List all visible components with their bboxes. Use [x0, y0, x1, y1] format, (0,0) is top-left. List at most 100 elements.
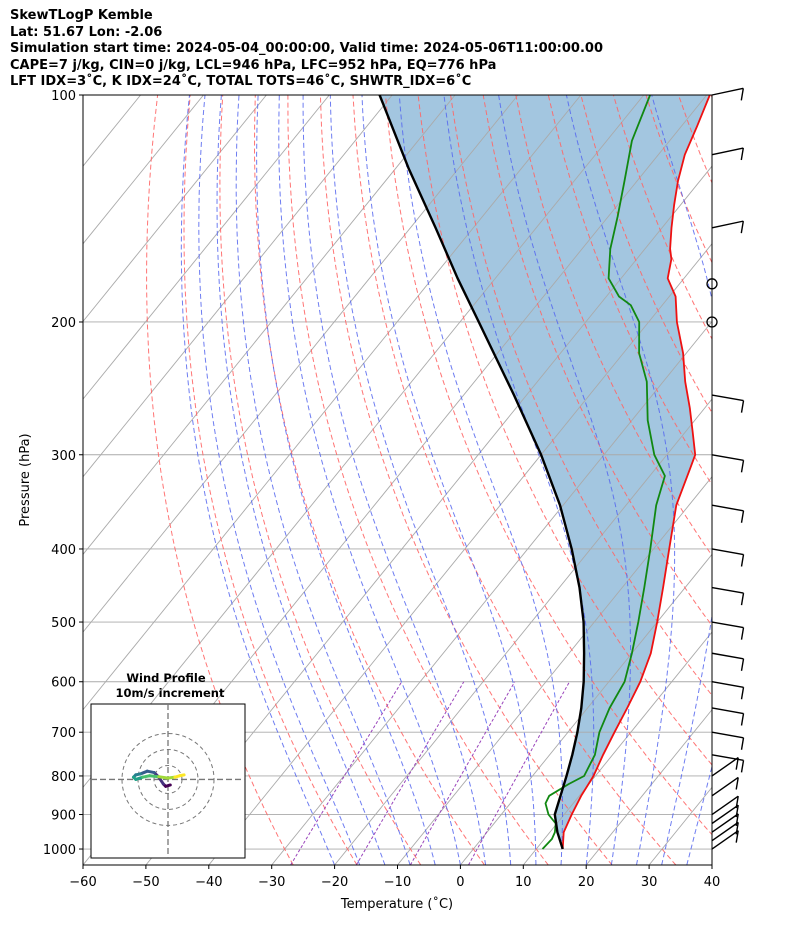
wind-barb-flag — [740, 88, 744, 101]
y-tick-label: 300 — [51, 449, 76, 464]
x-tick-label: −10 — [384, 875, 411, 890]
wind-barb-staff — [711, 821, 739, 842]
hodograph-segment — [157, 775, 170, 780]
moist-adiabat-line — [180, 95, 336, 865]
mixing-ratio-line — [468, 681, 570, 865]
wind-barb — [711, 87, 744, 101]
wind-barb-flag — [740, 147, 744, 161]
wind-barb-flag — [740, 554, 745, 567]
dry-adiabat-line — [678, 95, 712, 184]
x-axis-label: Temperature (˚C) — [340, 896, 453, 912]
x-tick-label: −60 — [69, 875, 96, 890]
mixing-ratio-line — [355, 681, 465, 865]
x-tick-label: 40 — [704, 875, 721, 890]
moist-adiabat-line — [711, 863, 712, 865]
wind-barb-staff — [711, 776, 739, 797]
wind-barb-calm — [706, 316, 718, 328]
hodograph-segment — [178, 773, 186, 778]
wind-barb-staff — [711, 220, 744, 229]
x-tick-label: 0 — [456, 875, 464, 890]
title-indices-1: CAPE=7 j/kg, CIN=0 j/kg, LCL=946 hPa, LF… — [10, 57, 497, 73]
wind-barb-staff — [711, 621, 744, 629]
wind-barb — [711, 147, 744, 161]
y-tick-label: 600 — [51, 676, 76, 691]
y-tick-label: 900 — [51, 809, 76, 824]
y-axis-ticks: 100 200 300 400 500 600 700 800 900 1000 — [43, 89, 83, 858]
wind-barb — [711, 454, 745, 473]
wind-barb-staff — [711, 681, 744, 688]
hodograph-segment — [148, 774, 161, 779]
moist-adiabat-line — [235, 95, 411, 865]
moist-adiabat-line — [198, 95, 361, 865]
dry-adiabat-line — [417, 95, 712, 766]
isotherm-line — [83, 95, 267, 323]
wind-barb-staff — [711, 394, 744, 402]
y-axis-label: Pressure (hPa) — [18, 433, 33, 526]
wind-barb-staff — [711, 586, 744, 594]
moist-adiabat-line — [329, 95, 512, 865]
profile-lines-layer — [378, 95, 711, 850]
wind-barb-flag — [740, 737, 745, 750]
dry-adiabat-line — [319, 95, 613, 865]
title-indices-2: LFT IDX=3˚C, K IDX=24˚C, TOTAL TOTS=46˚C… — [10, 74, 472, 89]
wind-barb — [711, 754, 745, 773]
wind-barb-calm — [706, 278, 718, 290]
x-tick-label: 30 — [641, 875, 658, 890]
moist-adiabat-line — [278, 95, 461, 865]
wind-barb — [711, 795, 739, 816]
y-tick-label: 500 — [51, 616, 76, 631]
dry-adiabat-line — [744, 95, 794, 865]
wind-barb — [711, 830, 739, 850]
isotherm-line — [208, 243, 712, 865]
wind-barb-staff — [711, 504, 744, 512]
wind-barb-staff — [711, 548, 744, 556]
moist-adiabat-line — [498, 95, 632, 865]
wind-barb-staff — [711, 707, 744, 715]
dry-adiabat-line — [776, 95, 794, 865]
isotherm-line — [83, 95, 582, 711]
dry-adiabat-line — [253, 95, 485, 865]
y-tick-label: 200 — [51, 316, 76, 331]
wind-barb-staff — [711, 652, 744, 660]
wind-barb — [711, 813, 739, 833]
x-tick-label: −40 — [195, 875, 222, 890]
y-tick-label: 100 — [51, 89, 76, 104]
dewpoint-line — [541, 95, 666, 850]
y-tick-label: 700 — [51, 726, 76, 741]
wind-barb-flag — [735, 830, 739, 843]
mixing-ratio-line — [409, 681, 516, 865]
wind-barb-staff — [711, 731, 744, 739]
wind-barb — [711, 681, 745, 700]
title-coordinates: Lat: 51.67 Lon: -2.06 — [10, 24, 163, 40]
wind-barb — [711, 586, 745, 606]
dry-adiabat-line — [710, 95, 712, 99]
wind-barb-flag — [740, 221, 744, 234]
wind-barb-staff — [711, 757, 739, 777]
isotherm-line — [460, 553, 712, 865]
wind-barb-staff — [711, 804, 739, 825]
isotherm-line — [83, 95, 393, 478]
wind-barb — [711, 731, 745, 750]
wind-barb-staff — [711, 454, 744, 462]
isotherm-line — [83, 95, 204, 245]
wind-barb — [711, 220, 744, 234]
moist-adiabat-line — [686, 764, 712, 865]
isotherm-line — [0, 95, 78, 865]
parcel-line — [378, 95, 586, 850]
x-tick-label: 10 — [515, 875, 532, 890]
wind-barb-flag — [740, 687, 745, 700]
wind-barb — [711, 548, 745, 567]
dry-adiabat-line — [287, 95, 549, 865]
dry-adiabat-line — [146, 95, 294, 865]
dry-adiabat-line — [183, 95, 358, 865]
moist-adiabat-line — [651, 95, 712, 865]
dry-adiabat-line — [450, 95, 712, 697]
x-tick-label: −20 — [321, 875, 348, 890]
wind-barb — [711, 707, 745, 726]
dry-adiabat-line — [219, 95, 422, 865]
x-axis-ticks: −60 −50 −40 −30 −20 −10 0 10 20 30 40 — [69, 865, 720, 890]
wind-barb-staff — [711, 87, 744, 96]
wind-barb-flag — [740, 592, 745, 606]
moist-adiabat-line — [737, 95, 794, 865]
